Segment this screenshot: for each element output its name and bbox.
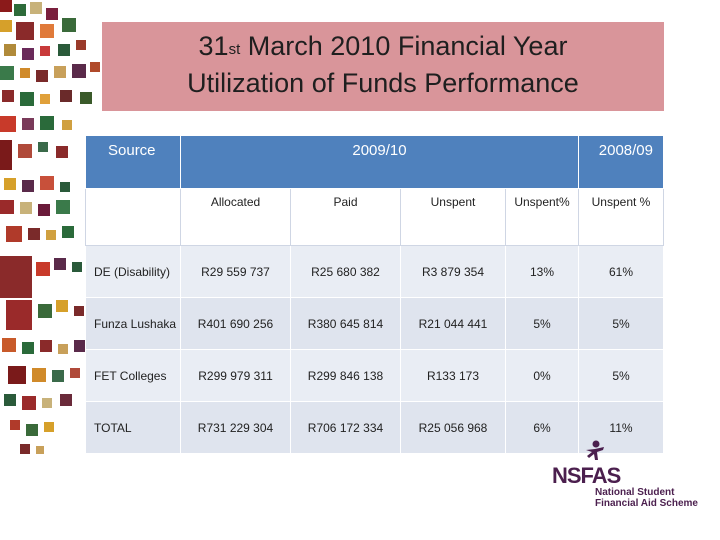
nsfas-logo-wordmark: NSFAS [552, 463, 621, 488]
cell-allocated: R299 979 311 [180, 349, 291, 402]
title-line-1: 31st March 2010 Financial Year [102, 28, 664, 65]
person-figure-icon [586, 440, 604, 460]
nsfas-logo-subtitle: National Student Financial Aid Scheme [595, 487, 698, 509]
logo-subtitle-line-2: Financial Aid Scheme [595, 498, 698, 509]
subheader-unspent: Unspent [400, 188, 506, 246]
table-row: TOTAL R731 229 304 R706 172 334 R25 056 … [85, 401, 664, 454]
cell-paid: R380 645 814 [290, 297, 401, 350]
funds-table: Source 2009/10 2008/09 Allocated Paid Un… [85, 135, 664, 454]
header-year-current: 2009/10 [180, 135, 579, 189]
subheader-paid: Paid [290, 188, 401, 246]
row-label: FET Colleges [85, 349, 181, 402]
cell-paid: R706 172 334 [290, 401, 401, 454]
cell-unspent-pct: 5% [505, 297, 579, 350]
table-header-row: Source 2009/10 2008/09 [85, 135, 664, 189]
table-row: FET Colleges R299 979 311 R299 846 138 R… [85, 349, 664, 402]
row-label: Funza Lushaka [85, 297, 181, 350]
cell-unspent-pct: 0% [505, 349, 579, 402]
cell-allocated: R401 690 256 [180, 297, 291, 350]
subheader-prior-unspent-pct: Unspent % [578, 188, 664, 246]
cell-unspent: R25 056 968 [400, 401, 506, 454]
subheader-allocated: Allocated [180, 188, 291, 246]
table-row: Funza Lushaka R401 690 256 R380 645 814 … [85, 297, 664, 350]
row-label: TOTAL [85, 401, 181, 454]
title-line-1-rest: March 2010 Financial Year [240, 31, 568, 61]
cell-allocated: R29 559 737 [180, 245, 291, 298]
table-subheader-row: Allocated Paid Unspent Unspent% Unspent … [85, 188, 664, 246]
cell-prior-unspent-pct: 5% [578, 349, 664, 402]
decorative-mosaic [0, 0, 110, 470]
cell-paid: R299 846 138 [290, 349, 401, 402]
slide-title: 31st March 2010 Financial Year Utilizati… [102, 28, 664, 102]
title-date-number: 31 [198, 31, 229, 61]
cell-unspent-pct: 6% [505, 401, 579, 454]
cell-allocated: R731 229 304 [180, 401, 291, 454]
row-label: DE (Disability) [85, 245, 181, 298]
title-banner [102, 22, 664, 111]
cell-unspent-pct: 13% [505, 245, 579, 298]
cell-unspent: R21 044 441 [400, 297, 506, 350]
cell-prior-unspent-pct: 5% [578, 297, 664, 350]
logo-subtitle-line-1: National Student [595, 487, 675, 498]
table-row: DE (Disability) R29 559 737 R25 680 382 … [85, 245, 664, 298]
cell-unspent: R133 173 [400, 349, 506, 402]
title-date-suffix: st [228, 41, 241, 58]
title-line-2: Utilization of Funds Performance [187, 68, 579, 98]
cell-paid: R25 680 382 [290, 245, 401, 298]
subheader-unspent-pct: Unspent% [505, 188, 579, 246]
cell-prior-unspent-pct: 61% [578, 245, 664, 298]
header-source: Source [85, 135, 181, 189]
header-year-prior: 2008/09 [578, 135, 664, 189]
cell-unspent: R3 879 354 [400, 245, 506, 298]
subheader-empty [85, 188, 181, 246]
